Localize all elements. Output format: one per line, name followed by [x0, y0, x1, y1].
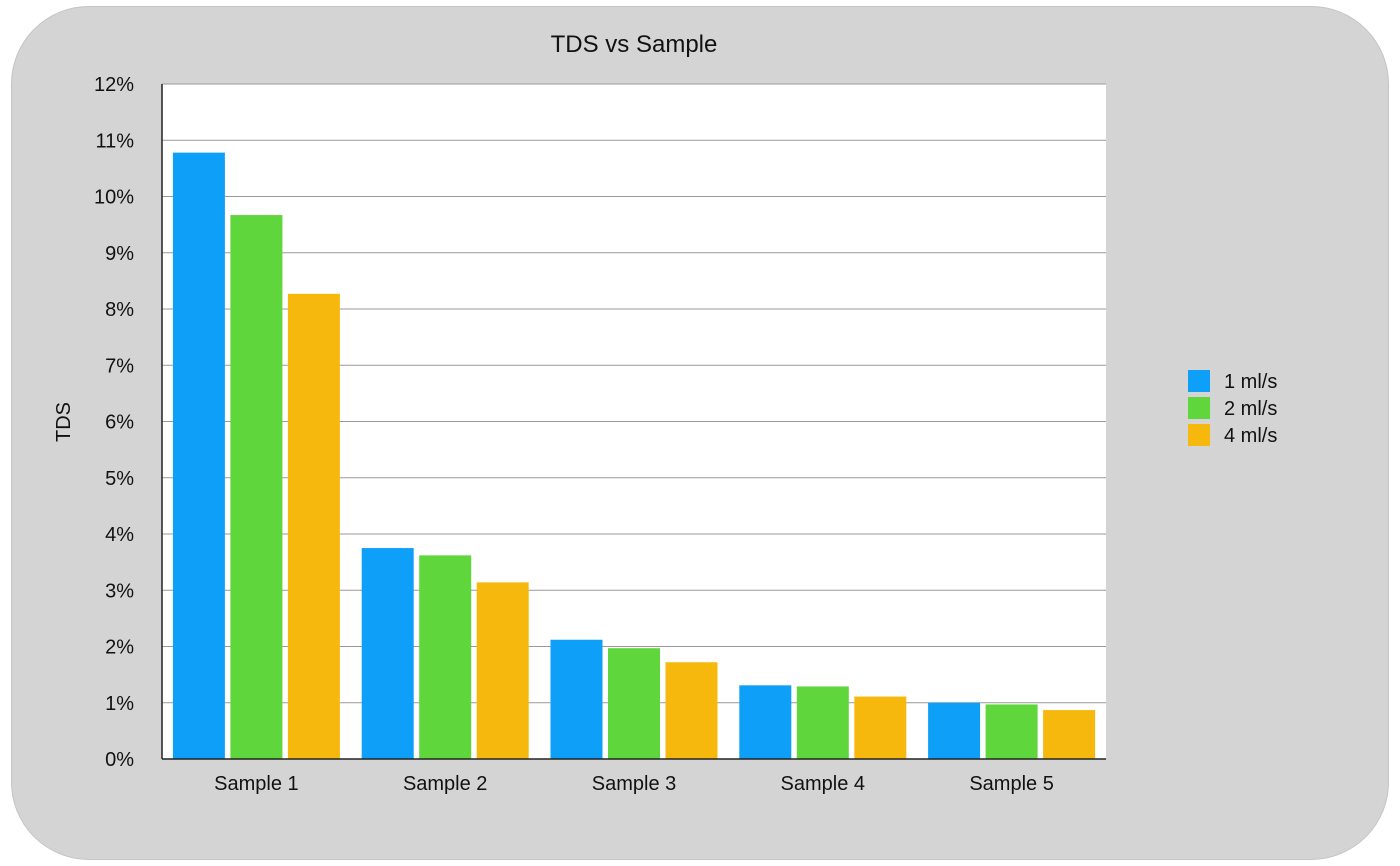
bar	[419, 555, 472, 759]
legend-label: 2 ml/s	[1224, 398, 1277, 420]
y-tick-label: 11%	[95, 130, 134, 152]
bar	[928, 702, 981, 759]
x-tick-label: Sample 2	[403, 773, 488, 795]
axes	[161, 84, 1106, 760]
y-tick-label: 5%	[105, 468, 134, 490]
bar	[230, 215, 283, 759]
bar	[550, 639, 603, 759]
legend-swatch	[1188, 424, 1210, 446]
y-tick-label: 2%	[105, 637, 134, 659]
y-tick-label: 12%	[94, 74, 134, 96]
bar	[172, 152, 225, 759]
bar	[608, 648, 660, 759]
x-tick-label: Sample 5	[969, 773, 1054, 795]
legend: 1 ml/s 2 ml/s 4 ml/s	[1188, 370, 1277, 447]
y-tick-label: 7%	[105, 355, 134, 377]
legend-swatch	[1188, 370, 1210, 392]
x-tick-label: Sample 1	[214, 773, 299, 795]
legend-swatch	[1188, 397, 1210, 419]
bars	[172, 152, 1096, 759]
x-tick-labels: Sample 1 Sample 2 Sample 3 Sample 4 Sample 5	[214, 773, 1054, 795]
y-tick-label: 9%	[105, 243, 134, 265]
bar	[665, 662, 718, 759]
bar	[287, 293, 340, 759]
legend-label: 4 ml/s	[1224, 425, 1277, 447]
y-tick-label: 0%	[105, 749, 134, 771]
bar	[985, 704, 1038, 759]
bar	[476, 582, 529, 759]
bar	[739, 685, 792, 759]
y-tick-label: 1%	[105, 693, 134, 715]
y-tick-labels: 0% 1% 2% 3% 4% 5% 6% 7% 8% 9% 10% 11% 12%	[94, 74, 134, 771]
y-tick-label: 4%	[105, 524, 134, 546]
chart-title: TDS vs Sample	[551, 31, 718, 58]
y-tick-label: 3%	[105, 580, 134, 602]
x-tick-label: Sample 4	[781, 773, 866, 795]
bar	[854, 696, 907, 759]
bar	[361, 548, 414, 759]
y-tick-label: 6%	[105, 412, 134, 434]
bar	[1043, 710, 1096, 759]
x-tick-label: Sample 3	[592, 773, 677, 795]
bar	[796, 686, 849, 759]
y-tick-label: 8%	[105, 299, 134, 321]
y-axis-title: TDS	[53, 402, 75, 442]
legend-label: 1 ml/s	[1224, 371, 1277, 393]
y-tick-label: 10%	[94, 187, 134, 209]
